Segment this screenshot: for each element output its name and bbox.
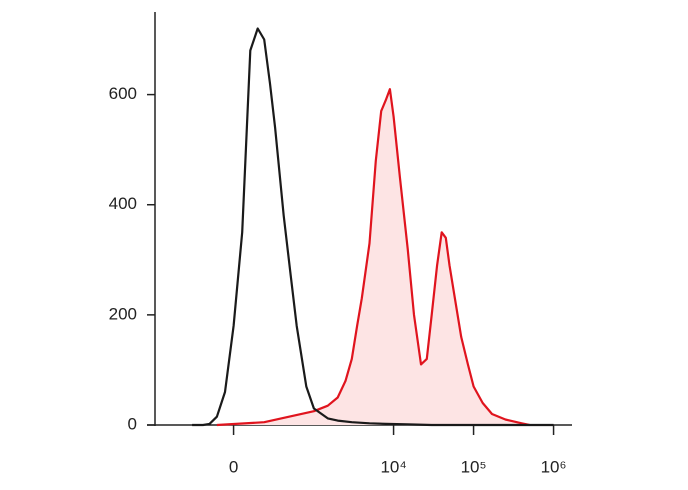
x-tick-label: 0 xyxy=(229,457,238,476)
line xyxy=(216,88,530,427)
line xyxy=(192,27,554,427)
area xyxy=(216,89,530,425)
x-tick-label: 10⁶ xyxy=(541,457,567,476)
x-tick-label: 10⁴ xyxy=(380,457,406,476)
y-tick-label: 400 xyxy=(109,194,137,213)
x-tick-label: 10⁵ xyxy=(461,457,487,476)
y-tick-label: 200 xyxy=(109,304,137,323)
y-tick-label: 0 xyxy=(128,414,137,433)
y-tick-label: 600 xyxy=(109,84,137,103)
